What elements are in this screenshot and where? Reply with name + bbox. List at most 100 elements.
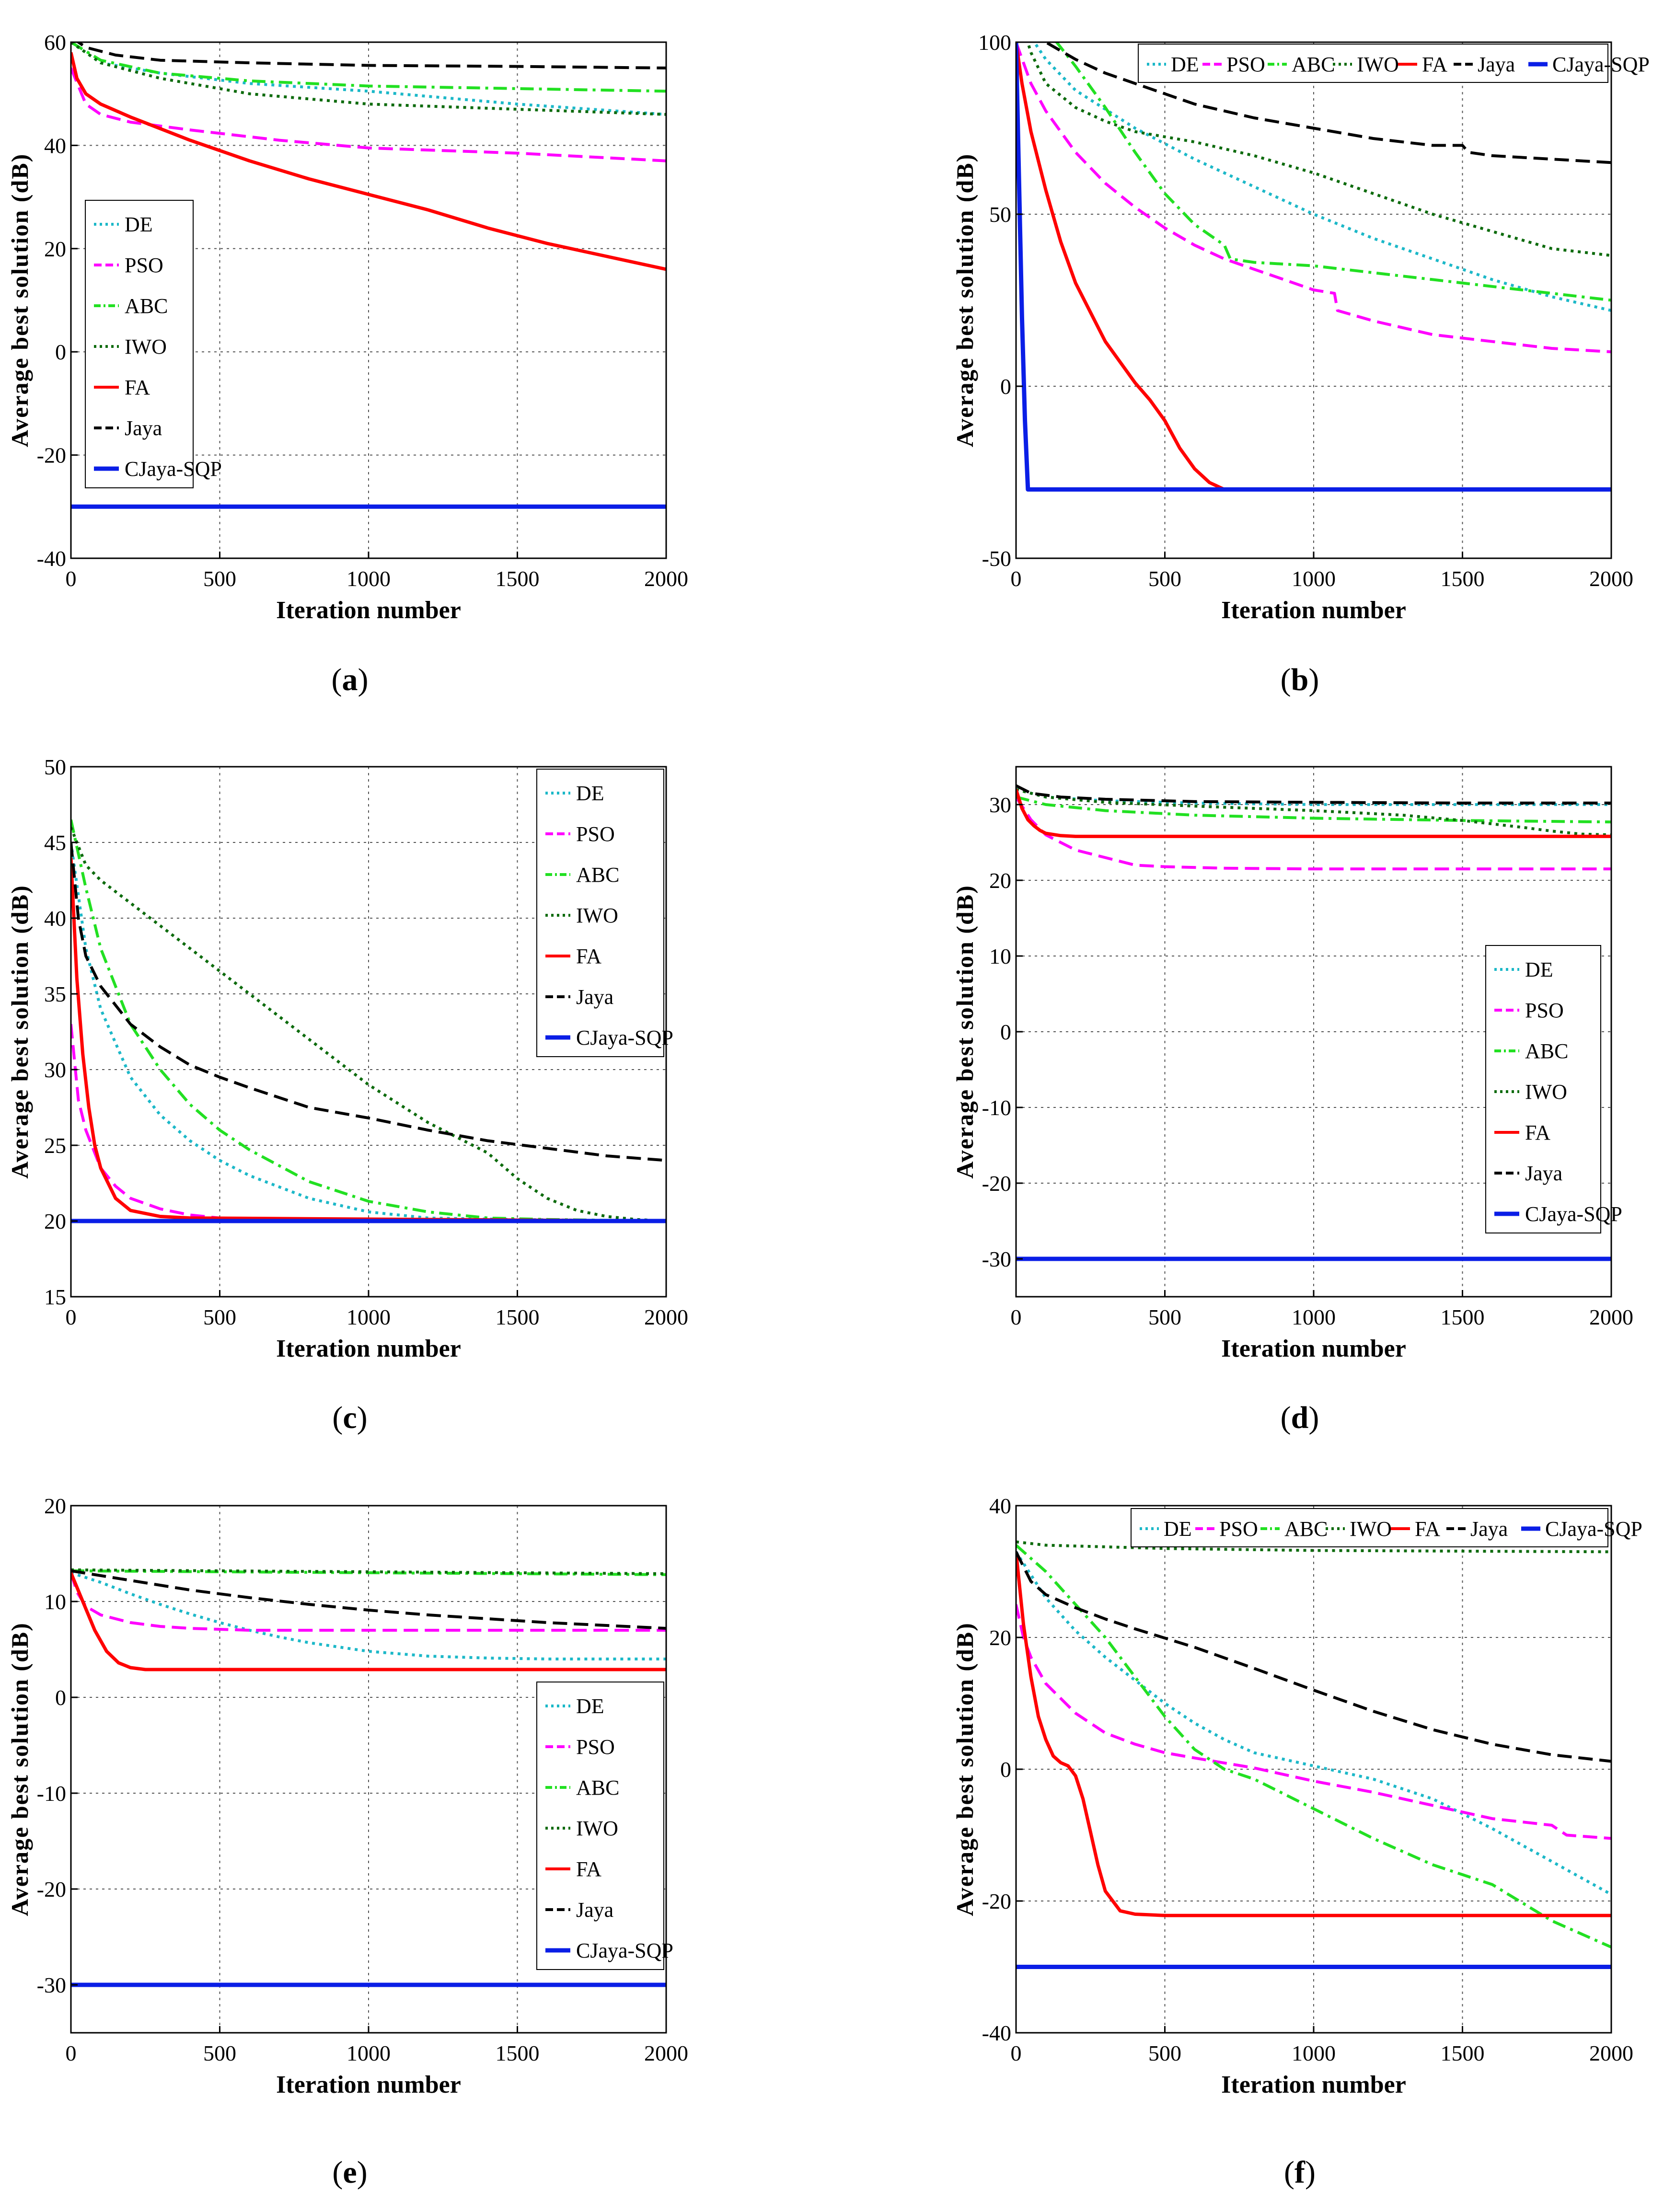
y-tick-label: -10 [982,1095,1011,1120]
series-group [1016,1540,1611,1969]
legend-label: DE [576,782,604,805]
y-tick-label: -40 [982,2021,1011,2045]
chart-panel-d: 0 500 1000 1500 2000 -30 -20 -10 0 10 20 30 Iteratio… [951,766,1633,1435]
y-axis-label: Average best solution (dB) [6,153,33,448]
legend-label: CJaya-SQP [576,1939,673,1962]
x-tick-label: 2000 [1589,1305,1633,1329]
caption-letter: a [342,662,358,697]
legend-label: ABC [1284,1517,1328,1541]
chart-panel-c: 0 500 1000 1500 2000 15 20 25 30 35 40 45 50 Iteratio… [6,755,688,1435]
caption-close-paren: ) [1308,662,1319,697]
x-tick-label: 500 [203,1305,236,1329]
legend-label: FA [1422,53,1447,76]
legend-label: DE [125,213,153,236]
caption-close-paren: ) [357,2155,368,2190]
legend-item-pso: PSO [1195,1517,1258,1541]
series-line-jaya [71,842,666,1162]
series-line-fa [1016,789,1611,838]
series-line-iwo [1016,1540,1611,1554]
x-tick-label: 2000 [644,2041,688,2065]
y-tick-label: -30 [37,1973,66,1997]
chart-panel-a: 0 500 1000 1500 2000 -40 -20 0 20 40 60 Iteration n… [6,30,688,697]
legend-label: DE [1164,1517,1192,1541]
legend-item-fa: FA [545,1857,601,1881]
legend-label: CJaya-SQP [1525,1202,1622,1226]
x-tick-label: 500 [203,2041,236,2065]
legend-item-jaya: Jaya [1454,53,1515,76]
y-axis-label: Average best solution (dB) [951,153,978,448]
y-tick-label: -20 [37,443,66,468]
x-tick-label: 2000 [644,566,688,591]
series-line-iwo [71,1568,666,1575]
series-line-iwo [1026,42,1611,257]
legend: DE PSO ABC IWO FA Jaya CJaya-SQP [536,769,673,1057]
legend-item-fa: FA [1391,1517,1440,1541]
series-line-de [1032,42,1611,312]
y-tick-label: 15 [44,1285,66,1309]
x-tick-label: 2000 [1589,566,1633,591]
y-tick-label: -20 [37,1877,66,1901]
legend-label: IWO [576,904,618,927]
x-tick-label: 0 [1011,566,1022,591]
legend-label: ABC [1292,53,1335,76]
legend-label: CJaya-SQP [125,457,222,481]
legend-label: PSO [576,1735,615,1759]
legend-label: ABC [125,294,168,318]
y-tick-label: 20 [44,237,66,261]
legend-item-fa: FA [1398,53,1447,76]
legend-label: IWO [576,1817,618,1840]
legend-item-fa: FA [545,945,601,968]
caption-close-paren: ) [358,662,369,697]
legend-label: FA [1525,1121,1550,1144]
legend-label: FA [576,945,601,968]
legend-label: DE [1525,958,1553,981]
x-tick-label: 1000 [1292,1305,1336,1329]
panel-caption: (d) [1281,1400,1319,1435]
panel-caption: (c) [332,1400,367,1435]
x-tick-label: 0 [1011,1305,1022,1329]
legend-item-cjaya-sqp: CJaya-SQP [1528,53,1650,76]
panel-caption: (e) [332,2155,367,2190]
y-tick-label: 30 [989,793,1011,817]
y-tick-label: -50 [982,546,1011,571]
series-line-jaya [1016,1551,1611,1763]
legend-item-abc: ABC [1494,1039,1568,1063]
legend-item-de: DE [1147,53,1199,76]
series-line-fa [1016,1551,1611,1917]
caption-open-paren: ( [1281,1400,1291,1435]
y-tick-label: -30 [982,1247,1011,1271]
caption-close-paren: ) [1305,2155,1316,2190]
legend-label: IWO [125,335,167,358]
legend-label: ABC [1525,1039,1568,1063]
y-tick-label: -40 [37,546,66,571]
x-tick-label: 1000 [347,1305,391,1329]
legend-label: CJaya-SQP [1545,1517,1642,1541]
series-line-fa [71,1572,666,1671]
legend-label: Jaya [576,985,613,1009]
legend-item-iwo: IWO [545,904,618,927]
legend-label: IWO [1525,1080,1567,1104]
y-tick-label: 20 [989,1625,1011,1650]
x-tick-label: 1000 [1292,2041,1336,2065]
legend-item-cjaya-sqp: CJaya-SQP [94,457,222,481]
series-line-abc [1016,1544,1611,1949]
legend-item-cjaya-sqp: CJaya-SQP [545,1026,673,1049]
y-tick-label: 100 [978,30,1011,55]
legend: DE PSO ABC IWO FA Jaya CJaya-SQP [1138,44,1650,83]
legend-box [536,1682,664,1970]
legend-item-de: DE [545,782,604,805]
y-axis-label: Average best solution (dB) [6,885,33,1179]
chart-panel-f: 0 500 1000 1500 2000 -40 -20 0 20 40 Iteration num… [951,1494,1642,2190]
y-tick-label: 50 [44,755,66,779]
y-tick-label: 40 [44,906,66,931]
legend-item-jaya: Jaya [94,416,162,440]
caption-open-paren: ( [332,1400,343,1435]
series-group [1016,784,1611,1261]
series-line-abc [71,819,666,1222]
series-line-cjaya-sqp [1016,42,1611,492]
x-tick-label: 500 [1148,566,1181,591]
x-axis-label: Iteration number [1221,597,1406,624]
legend-item-iwo: IWO [94,335,167,358]
